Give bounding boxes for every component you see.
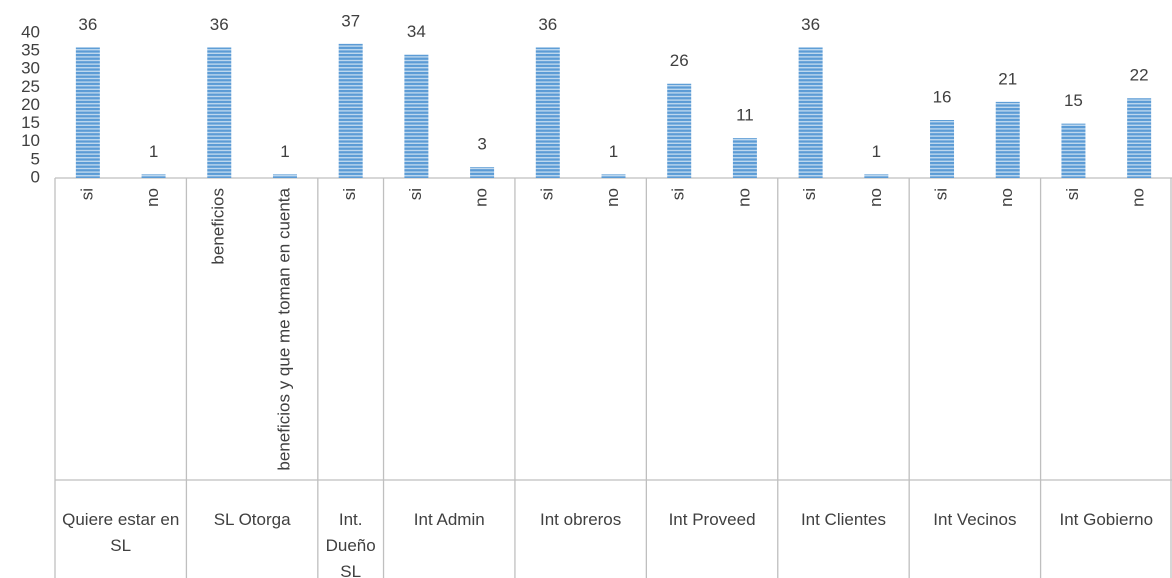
bar: [864, 174, 889, 178]
value-label: 1: [609, 142, 618, 161]
group-label: SL Otorga: [214, 510, 291, 529]
x-tick-label: si: [669, 188, 688, 200]
bar: [141, 174, 166, 178]
group-label: Int Admin: [414, 510, 485, 529]
value-label: 16: [933, 87, 952, 106]
group-label: Int. Dueño SL: [326, 510, 376, 578]
value-label: 36: [78, 15, 97, 34]
x-tick-label: si: [77, 188, 96, 200]
value-label: 34: [407, 22, 426, 41]
bar: [207, 47, 232, 178]
bar: [272, 174, 297, 178]
value-label: 21: [998, 69, 1017, 88]
group-label: Quiere estar en SL: [62, 510, 179, 555]
x-tick-label: no: [1129, 188, 1148, 207]
x-tick-label: no: [143, 188, 162, 207]
value-label: 15: [1064, 91, 1083, 110]
value-label: 3: [477, 135, 486, 154]
bar: [338, 43, 363, 178]
x-tick-label: si: [800, 188, 819, 200]
bar: [75, 47, 100, 178]
bar: [798, 47, 823, 178]
y-tick-label: 10: [21, 131, 40, 150]
group-label: Int Clientes: [801, 510, 886, 529]
value-label: 22: [1130, 66, 1149, 85]
x-tick-label: no: [734, 188, 753, 207]
bar: [930, 120, 955, 178]
y-tick-label: 15: [21, 113, 40, 132]
value-label: 1: [872, 142, 881, 161]
x-tick-label: beneficios: [209, 188, 228, 265]
group-label: Int Vecinos: [933, 510, 1016, 529]
x-tick-label: beneficios y que me toman en cuenta: [274, 187, 293, 470]
value-label: 37: [341, 11, 360, 30]
x-tick-label: no: [472, 188, 491, 207]
y-tick-label: 25: [21, 77, 40, 96]
x-tick-label: si: [1063, 188, 1082, 200]
group-label: Int obreros: [540, 510, 621, 529]
bar: [601, 174, 626, 178]
group-label: Int Proveed: [669, 510, 756, 529]
value-label: 36: [210, 15, 229, 34]
bar: [667, 83, 692, 178]
x-tick-label: no: [866, 188, 885, 207]
x-tick-label: si: [406, 188, 425, 200]
value-label: 36: [538, 15, 557, 34]
bar: [404, 54, 429, 178]
value-label: 36: [801, 15, 820, 34]
bar: [1061, 123, 1086, 178]
value-label: 11: [736, 106, 754, 125]
x-tick-label: no: [997, 188, 1016, 207]
bar: [732, 138, 757, 178]
y-tick-label: 5: [31, 149, 40, 168]
bar: [1127, 98, 1152, 178]
x-tick-label: si: [932, 188, 951, 200]
y-tick-label: 35: [21, 41, 40, 60]
value-label: 1: [149, 142, 158, 161]
value-label: 26: [670, 51, 689, 70]
value-label: 1: [280, 142, 289, 161]
bar: [535, 47, 560, 178]
x-tick-label: no: [603, 188, 622, 207]
x-tick-label: si: [537, 188, 556, 200]
x-tick-label: si: [340, 188, 359, 200]
y-tick-label: 40: [21, 22, 40, 41]
bar: [470, 167, 495, 178]
y-tick-label: 0: [31, 167, 40, 186]
bar: [995, 101, 1020, 178]
group-label: Int Gobierno: [1060, 510, 1154, 529]
y-tick-label: 20: [21, 95, 40, 114]
y-tick-label: 30: [21, 59, 40, 78]
